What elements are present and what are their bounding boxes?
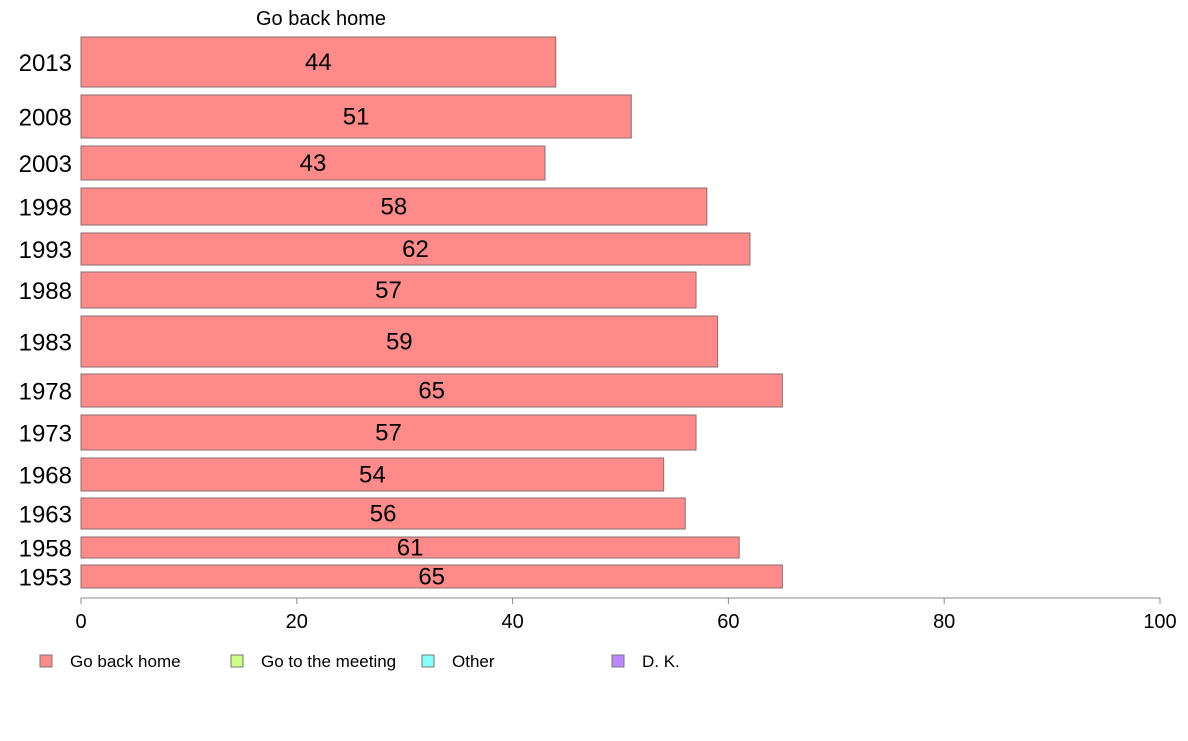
- bars-group: 44 2013 51 2008 43 2003 58 1998 62 1993 57 1988 59 19…: [19, 36, 783, 592]
- category-label: 1968: [19, 463, 72, 490]
- legend-label: Other: [452, 652, 495, 671]
- bar-value-label: 65: [418, 378, 445, 405]
- bar-1958: [80, 536, 740, 559]
- legend-label: D. K.: [642, 652, 680, 671]
- category-label: 1958: [19, 536, 72, 563]
- bar-value-label: 57: [375, 420, 402, 447]
- bar-1978: [80, 373, 783, 408]
- category-label: 1973: [19, 421, 72, 448]
- bar-value-label: 51: [343, 104, 370, 131]
- bar-1988: [80, 271, 697, 309]
- category-label: 2008: [19, 105, 72, 132]
- bar-value-label: 44: [305, 49, 332, 76]
- bar-2013: [80, 36, 557, 88]
- category-label: 1998: [19, 195, 72, 222]
- bar-2008: [80, 94, 632, 139]
- category-label: 2003: [19, 151, 72, 178]
- x-tick-label: 80: [933, 611, 955, 633]
- category-label: 1953: [19, 565, 72, 592]
- category-label: 1963: [19, 502, 72, 529]
- x-axis: 0 20 40 60 80 100: [75, 597, 1177, 633]
- legend-swatch: [230, 654, 244, 668]
- bar-1963: [80, 497, 686, 530]
- category-label: 1978: [19, 379, 72, 406]
- category-label: 1983: [19, 330, 72, 357]
- bar-2003: [80, 145, 546, 181]
- x-tick-label: 60: [717, 611, 739, 633]
- bar-1968: [80, 457, 665, 492]
- x-tick-label: 0: [75, 611, 86, 633]
- bar-1993: [80, 232, 751, 266]
- legend-swatch: [39, 654, 53, 668]
- category-label: 2013: [19, 50, 72, 77]
- bar-1998: [80, 187, 708, 226]
- x-tick-label: 40: [501, 611, 523, 633]
- x-tick-label: 20: [286, 611, 308, 633]
- category-label: 1988: [19, 278, 72, 305]
- x-tick-label: 100: [1143, 611, 1176, 633]
- legend: Go back home Go to the meeting Other D. K.: [39, 652, 680, 671]
- chart-title: Go back home: [256, 8, 386, 30]
- bar-value-label: 59: [386, 329, 413, 356]
- bar-value-label: 57: [375, 277, 402, 304]
- bar-value-label: 62: [402, 236, 429, 263]
- bar-value-label: 56: [370, 501, 397, 528]
- bar-value-label: 58: [381, 194, 408, 221]
- bar-1973: [80, 414, 697, 451]
- bar-value-label: 54: [359, 462, 386, 489]
- bar-value-label: 65: [418, 564, 445, 591]
- legend-label: Go back home: [70, 652, 181, 671]
- bar-1953: [80, 564, 783, 589]
- bar-1983: [80, 315, 719, 368]
- legend-label: Go to the meeting: [261, 652, 396, 671]
- category-label: 1993: [19, 237, 72, 264]
- bar-value-label: 61: [397, 535, 424, 562]
- legend-swatch: [611, 654, 625, 668]
- legend-swatch: [421, 654, 435, 668]
- bar-value-label: 43: [300, 150, 327, 177]
